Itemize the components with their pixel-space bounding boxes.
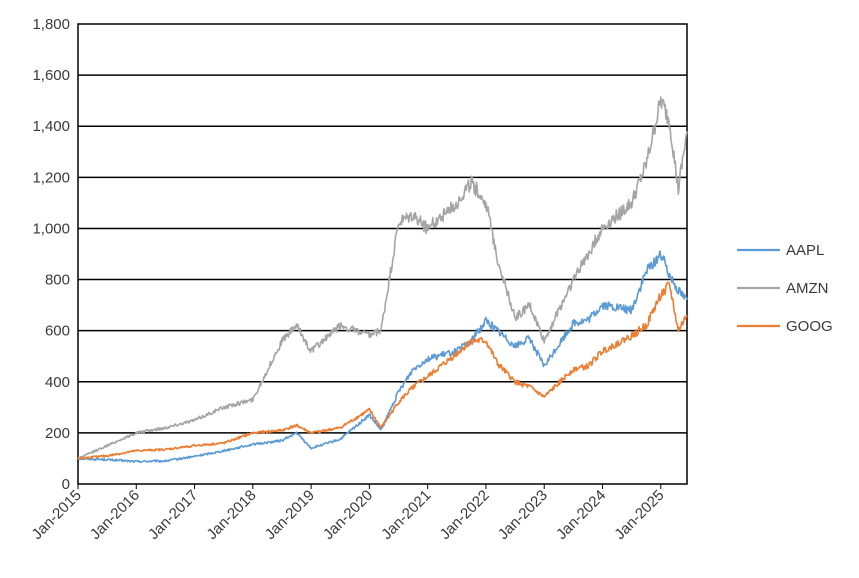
x-tick-label: Jan-2019 [262,487,318,543]
series-line-aapl [77,250,688,464]
x-tick-label: Jan-2022 [437,487,493,543]
legend-label-aapl: AAPL [786,242,824,259]
y-tick-label: 1,400 [32,118,70,135]
y-tick-label: 400 [45,374,70,391]
y-tick-label: 1,600 [32,67,70,84]
x-tick-label: Jan-2017 [145,487,201,543]
plot-area-border [77,23,688,485]
x-tick-label: Jan-2023 [495,487,551,543]
x-tick-label: Jan-2015 [29,487,85,543]
x-tick-label: Jan-2020 [320,487,376,543]
y-tick-label: 1,200 [32,169,70,186]
y-tick-label: 600 [45,323,70,340]
legend: AAPL AMZN GOOG [737,242,833,335]
y-tick-label: 200 [45,425,70,442]
y-tick-label: 1,800 [32,16,70,33]
x-tick-label: Jan-2016 [87,487,143,543]
x-tick-label: Jan-2024 [553,487,609,543]
x-tick-label: Jan-2025 [611,487,667,543]
y-axis-ticks: 0 200 400 600 800 1,000 1,200 1,400 1,600 1,800 [32,16,70,493]
y-tick-label: 1,000 [32,220,70,237]
gridlines [78,74,687,434]
y-tick-label: 0 [62,476,70,493]
series-lines [77,96,688,464]
x-axis-ticks: Jan-2015 Jan-2016 Jan-2017 Jan-2018 Jan-2019… [29,484,668,543]
series-line-amzn [77,96,688,460]
y-tick-label: 800 [45,272,70,289]
legend-label-goog: GOOG [786,318,833,335]
x-tick-label: Jan-2021 [378,487,434,543]
series-line-goog [77,281,688,460]
legend-label-amzn: AMZN [786,280,829,297]
x-tick-label: Jan-2018 [203,487,259,543]
